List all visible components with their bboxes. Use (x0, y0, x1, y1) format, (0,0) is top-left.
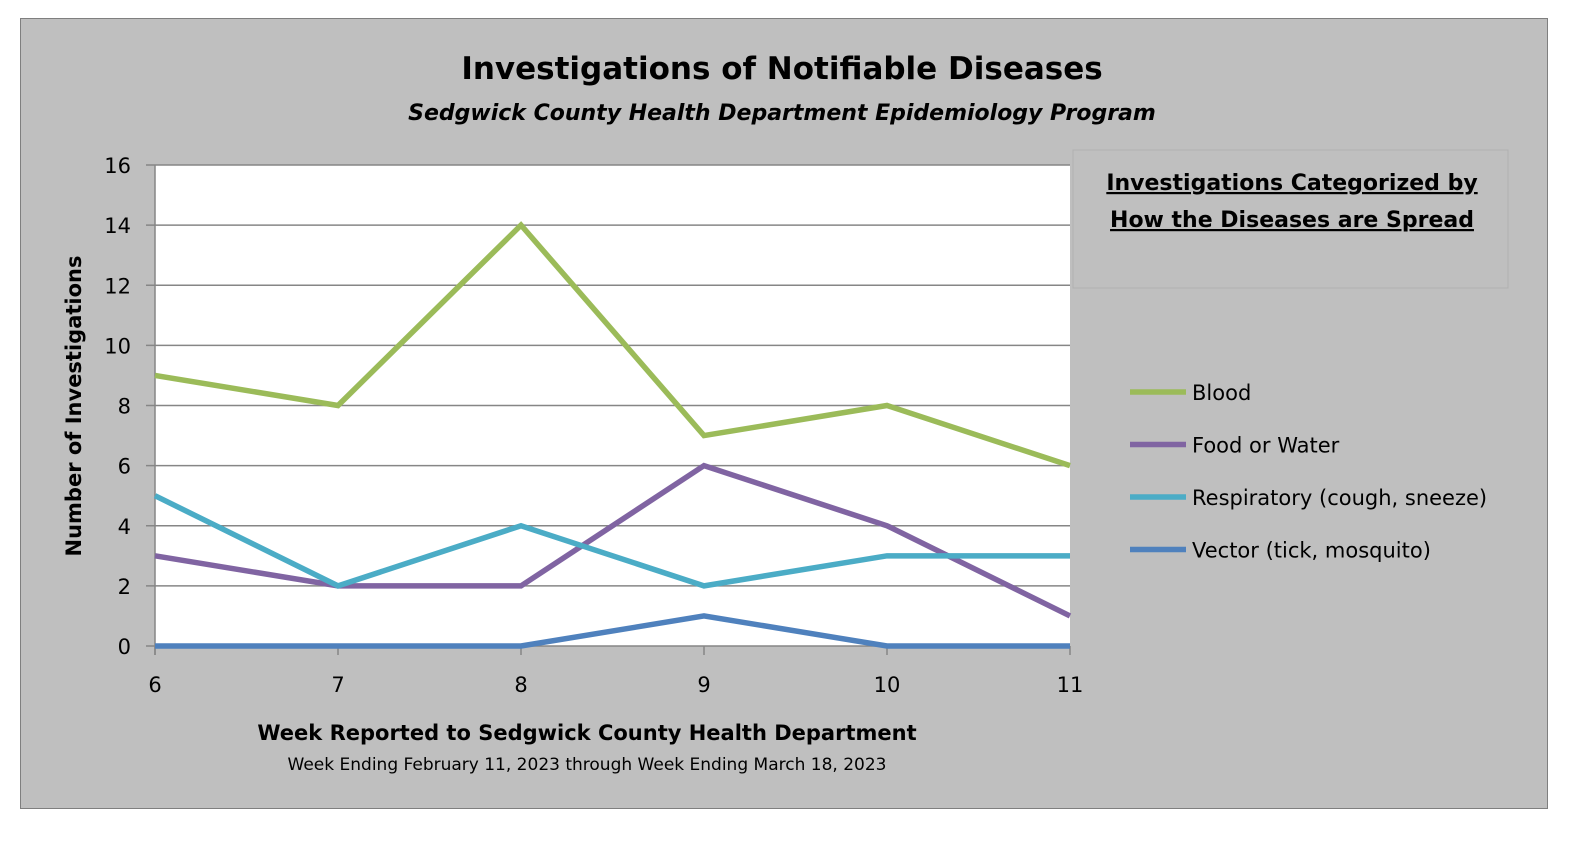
y-tick-label: 8 (118, 395, 131, 419)
legend-label-1: Food or Water (1192, 434, 1340, 458)
y-tick-label: 14 (104, 214, 131, 238)
legend-label-0: Blood (1192, 381, 1251, 405)
chart-subtitle: Sedgwick County Health Department Epidem… (408, 101, 1156, 126)
series-line-1 (154, 462, 1072, 619)
x-tick-label: 9 (697, 673, 710, 697)
series-line-0 (154, 221, 1071, 469)
y-tick-label: 12 (104, 274, 131, 298)
legend: Blood Food or Water Respiratory (cough, sn… (1130, 381, 1487, 563)
legend-title-line-1: Investigations Categorized by (1106, 171, 1477, 196)
x-tick-label: 6 (148, 673, 161, 697)
y-tick-label: 16 (104, 154, 131, 178)
x-tick-label: 10 (874, 673, 901, 697)
chart-title: Investigations of Notifiable Diseases (461, 51, 1102, 87)
x-tick-label: 8 (514, 673, 527, 697)
x-axis-subtitle: Week Ending February 11, 2023 through We… (288, 755, 887, 775)
y-axis-ticks: 0 2 4 6 8 10 12 14 16 (104, 154, 155, 659)
x-axis-title: Week Reported to Sedgwick County Health … (257, 721, 916, 745)
x-tick-label: 11 (1057, 673, 1084, 697)
y-tick-label: 10 (104, 334, 131, 358)
y-tick-label: 6 (118, 455, 131, 479)
legend-label-2: Respiratory (cough, sneeze) (1192, 486, 1487, 510)
legend-title-box (1072, 149, 1509, 289)
series-line-2 (153, 493, 1070, 589)
x-axis-ticks: 6 7 8 9 10 11 (148, 646, 1083, 697)
legend-label-3: Vector (tick, mosquito) (1192, 539, 1431, 563)
series-line-3 (155, 613, 1070, 649)
y-tick-label: 2 (118, 575, 131, 599)
y-axis-title: Number of Investigations (62, 256, 86, 557)
y-tick-label: 4 (118, 515, 131, 539)
y-tick-label: 0 (118, 635, 131, 659)
series-lines (153, 221, 1072, 649)
legend-title-line-2: How the Diseases are Spread (1110, 208, 1474, 233)
x-tick-label: 7 (331, 673, 344, 697)
